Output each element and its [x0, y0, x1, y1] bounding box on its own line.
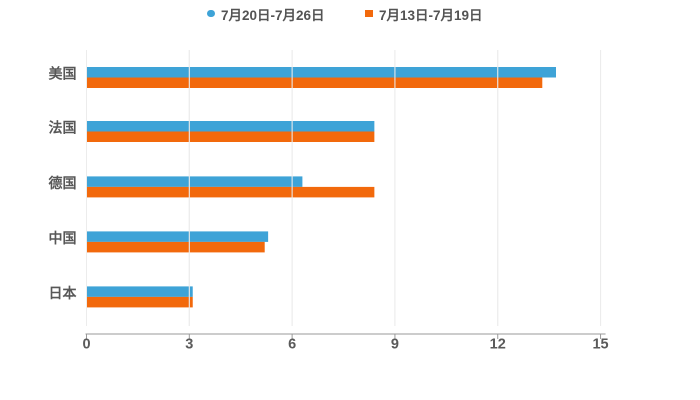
svg-text:德国: 德国 [49, 175, 77, 191]
svg-text:法国: 法国 [49, 120, 77, 136]
svg-text:3: 3 [185, 337, 193, 353]
svg-text:12: 12 [490, 337, 506, 353]
svg-text:15: 15 [592, 337, 608, 353]
svg-text:中国: 中国 [49, 230, 77, 246]
svg-text:9: 9 [391, 337, 399, 353]
svg-text:美国: 美国 [49, 66, 77, 82]
svg-text:0: 0 [82, 337, 90, 353]
svg-text:6: 6 [288, 337, 296, 353]
svg-text:日本: 日本 [49, 285, 78, 301]
